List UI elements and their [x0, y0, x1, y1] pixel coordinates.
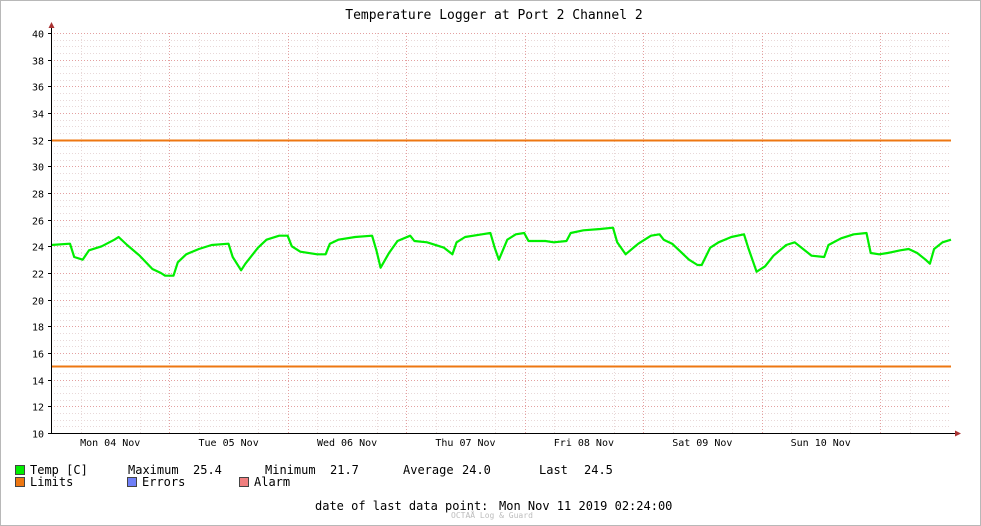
last-value: 24.5 [584, 463, 613, 477]
series-layer [50, 226, 952, 277]
minimum-value: 21.7 [330, 463, 359, 477]
temp-swatch [15, 465, 25, 475]
limit-lines [51, 139, 951, 368]
y-tick-label: 24 [32, 243, 44, 254]
x-tick-label: Tue 05 Nov [199, 438, 259, 449]
y-tick-label: 16 [32, 350, 44, 361]
y-tick-label: 36 [32, 83, 44, 94]
y-tick-label: 12 [32, 403, 44, 414]
minor-grid [51, 33, 951, 433]
x-axis-arrow [955, 430, 961, 437]
minimum-label: Minimum [265, 463, 316, 477]
maximum-value: 25.4 [193, 463, 222, 477]
y-axis-arrow [48, 22, 55, 28]
errors-legend-label: Errors [142, 475, 186, 489]
y-tick-label: 28 [32, 190, 44, 201]
x-tick-label: Sun 10 Nov [791, 438, 851, 449]
y-tick-label: 40 [32, 30, 44, 41]
temperature-line [50, 226, 952, 277]
x-tick-labels: Mon 04 Nov Tue 05 Nov Wed 06 Nov Thu 07 Nov… [80, 438, 851, 449]
maximum-label: Maximum [128, 463, 179, 477]
limits-swatch [15, 477, 25, 487]
y-tick-label: 10 [32, 430, 44, 441]
y-tick-label: 38 [32, 57, 44, 68]
average-label: Average [403, 463, 454, 477]
alarm-swatch [239, 477, 249, 487]
x-tick-label: Mon 04 Nov [80, 438, 140, 449]
last-label: Last [539, 463, 568, 477]
last-data-point-value: Mon Nov 11 2019 02:24:00 [499, 499, 673, 513]
y-tick-label: 18 [32, 323, 44, 334]
x-tick-label: Sat 09 Nov [672, 438, 732, 449]
x-tick-label: Fri 08 Nov [554, 438, 614, 449]
average-value: 24.0 [462, 463, 491, 477]
x-tick-label: Thu 07 Nov [435, 438, 495, 449]
y-tick-label: 30 [32, 163, 44, 174]
temp-legend-label: Temp [C] [30, 463, 88, 477]
watermark: OCTAÅ Log & Guard [451, 511, 533, 520]
x-tick-label: Wed 06 Nov [317, 438, 377, 449]
chart-title: Temperature Logger at Port 2 Channel 2 [345, 8, 642, 23]
axes [48, 22, 961, 437]
y-tick-labels: 10 12 14 16 18 20 22 24 26 28 30 32 34 36 38 40 [32, 30, 44, 441]
y-tick-label: 34 [32, 110, 44, 121]
y-tick-label: 22 [32, 270, 44, 281]
errors-swatch [127, 477, 137, 487]
alarm-legend-label: Alarm [254, 475, 291, 489]
limits-legend-label: Limits [30, 475, 74, 489]
y-tick-label: 26 [32, 217, 44, 228]
y-tick-label: 32 [32, 137, 44, 148]
last-data-point-label: date of last data point: [315, 499, 489, 513]
y-tick-label: 20 [32, 297, 44, 308]
y-tick-label: 14 [32, 377, 44, 388]
